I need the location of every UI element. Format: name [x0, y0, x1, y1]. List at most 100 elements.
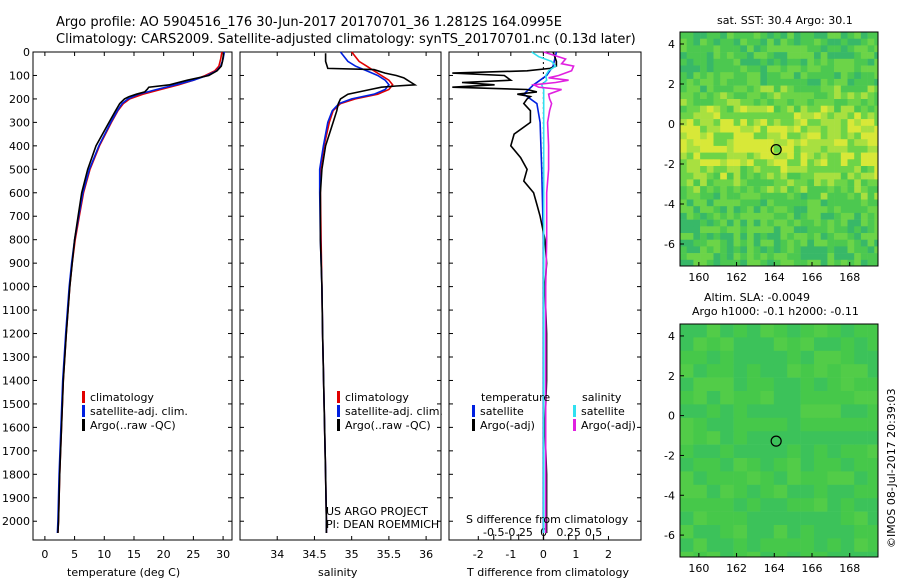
sla-map-cell [693, 511, 708, 526]
sla-map-cell [800, 484, 815, 499]
sst-map-cell [693, 58, 701, 66]
sst-map-cell [700, 179, 708, 187]
sst-map-cell [760, 125, 768, 133]
sst-map-cell [820, 239, 828, 247]
sst-map-cell [814, 38, 821, 46]
sst-map-cell [847, 139, 855, 147]
sst-map-cell [814, 166, 821, 173]
sst-map-cell [740, 159, 748, 167]
sst-map-cell [747, 166, 754, 173]
sst-map-panel: 160 162 164 166 168 4 2 0 -2 -4 -6 [664, 31, 879, 284]
sst-map-cell [814, 45, 821, 53]
sst-map-cell [814, 259, 821, 267]
sst-map-cell [773, 159, 781, 167]
sst-map-cell [740, 172, 748, 180]
sst-map-cell [867, 259, 875, 267]
sst-map-cell [713, 212, 721, 220]
sst-map-cell [680, 38, 687, 46]
sla-map-cell [760, 377, 775, 392]
sst-map-cell [760, 212, 768, 220]
sst-map-cell [874, 226, 879, 234]
sst-map-cell [747, 212, 754, 220]
sst-map-cell [793, 38, 801, 46]
sst-map-cell [686, 85, 694, 93]
sst-map-cell [773, 145, 781, 153]
sst-map-cell [700, 45, 708, 53]
sst-map-cell [747, 152, 754, 160]
sst-map-cell [874, 259, 879, 267]
sla-map-cell [800, 377, 815, 392]
sst-map-cell [760, 38, 768, 46]
depth-tick-label: 700 [9, 210, 30, 223]
sst-map-cell [747, 219, 754, 227]
sst-map-cell [827, 65, 835, 73]
sla-map-cell [854, 404, 868, 419]
sla-map-cell [800, 417, 815, 432]
sla-map-cell [680, 511, 694, 526]
sst-map-cell [860, 239, 868, 247]
sla-map-cell [720, 431, 734, 445]
sst-map-cell [827, 192, 835, 200]
sst-map-cell [793, 152, 801, 160]
sst-map-cell [847, 92, 855, 100]
sst-map-cell [680, 219, 687, 227]
sst-map-cell [820, 32, 828, 39]
sla-map-cell [800, 551, 815, 558]
sst-map-cell [847, 45, 855, 53]
sla-map-cell [840, 538, 855, 553]
sst-map-cell [740, 233, 748, 240]
sst-map-cell [686, 52, 694, 60]
sla-map-cell [814, 458, 828, 472]
sla-map-cell [693, 551, 708, 558]
sst-map-cell [860, 112, 868, 120]
sst-map-cell [773, 85, 781, 93]
sst-map-cell [773, 199, 781, 207]
sla-map-cell [680, 350, 694, 365]
sst-map-cell [760, 139, 768, 147]
sst-map-cell [787, 226, 795, 234]
sla-map-cell [747, 377, 761, 392]
diff-legend-swatch [472, 419, 475, 431]
sst-map-cell [733, 119, 741, 127]
sst-map-cell [760, 152, 768, 160]
sst-map-cell [800, 45, 808, 53]
sst-map-cell [700, 219, 708, 227]
sst-map-cell [773, 192, 781, 200]
sla-map-cell [747, 444, 761, 459]
sst-map-cell [686, 246, 694, 254]
sla-map-cell [720, 364, 734, 378]
sst-map-cell [726, 212, 734, 220]
sst-map-cell [713, 186, 721, 194]
sst-map-cell [787, 186, 795, 194]
sla-map-cell [840, 444, 855, 459]
sst-map-cell [867, 226, 875, 234]
sla-map-cell [854, 391, 868, 405]
sst-map-cell [747, 72, 754, 80]
sla-map-cell [760, 511, 775, 526]
sst-map-cell [827, 112, 835, 120]
sst-map-cell [814, 119, 821, 127]
sst-map-cell [706, 186, 714, 194]
sla-map-cell [800, 511, 815, 526]
sst-map-cell [693, 92, 701, 100]
sst-map-cell [800, 159, 808, 167]
sst-map-cell [827, 92, 835, 100]
sla-map-cell [706, 364, 721, 378]
sla-map-cell [773, 471, 788, 486]
sst-map-cell [740, 52, 748, 60]
sst-map-cell [720, 139, 728, 147]
sla-map-cell [800, 364, 815, 378]
sst-map-cell [793, 172, 801, 180]
sst-map-cell [793, 259, 801, 267]
sst-map-cell [780, 186, 788, 194]
sst-map-cell [726, 65, 734, 73]
sst-map-cell [807, 125, 815, 133]
sst-map-cell [720, 132, 728, 140]
sst-map-cell [726, 246, 734, 254]
sst-map-cell [773, 99, 781, 106]
sst-map-cell [814, 92, 821, 100]
sst-map-cell [767, 259, 775, 267]
sst-map-cell [800, 259, 808, 267]
sst-map-cell [827, 172, 835, 180]
sst-map-cell [800, 172, 808, 180]
